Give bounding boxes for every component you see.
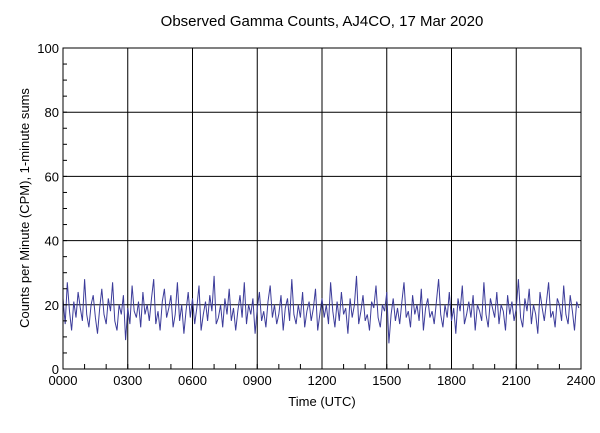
series-cpm bbox=[62, 275, 580, 344]
x-tick-label: 1200 bbox=[308, 373, 337, 388]
y-tick-label: 100 bbox=[37, 41, 59, 56]
x-axis-label: Time (UTC) bbox=[288, 394, 355, 409]
y-axis-label: Counts per Minute (CPM), 1-minute sums bbox=[17, 88, 32, 328]
y-tick-label: 40 bbox=[45, 234, 59, 249]
y-tick-labels: 0 20 40 60 80 100 bbox=[37, 41, 59, 377]
x-tick-label: 0000 bbox=[49, 373, 78, 388]
x-tick-label: 0900 bbox=[243, 373, 272, 388]
y-tick-label: 80 bbox=[45, 105, 59, 120]
y-tick-label: 0 bbox=[52, 362, 59, 377]
x-tick-label: 1800 bbox=[437, 373, 466, 388]
y-tick-label: 20 bbox=[45, 298, 59, 313]
chart-title: Observed Gamma Counts, AJ4CO, 17 Mar 202… bbox=[161, 13, 484, 30]
x-tick-label: 0600 bbox=[178, 373, 207, 388]
x-tick-label: 1500 bbox=[372, 373, 401, 388]
y-tick-label: 60 bbox=[45, 169, 59, 184]
x-tick-label: 0300 bbox=[113, 373, 142, 388]
x-tick-label: 2100 bbox=[502, 373, 531, 388]
x-tick-label: 2400 bbox=[567, 373, 596, 388]
ticks bbox=[62, 47, 582, 370]
series-line bbox=[62, 275, 580, 344]
x-tick-labels: 0000 0300 0600 0900 1200 1500 1800 2100 2400 bbox=[49, 373, 596, 388]
